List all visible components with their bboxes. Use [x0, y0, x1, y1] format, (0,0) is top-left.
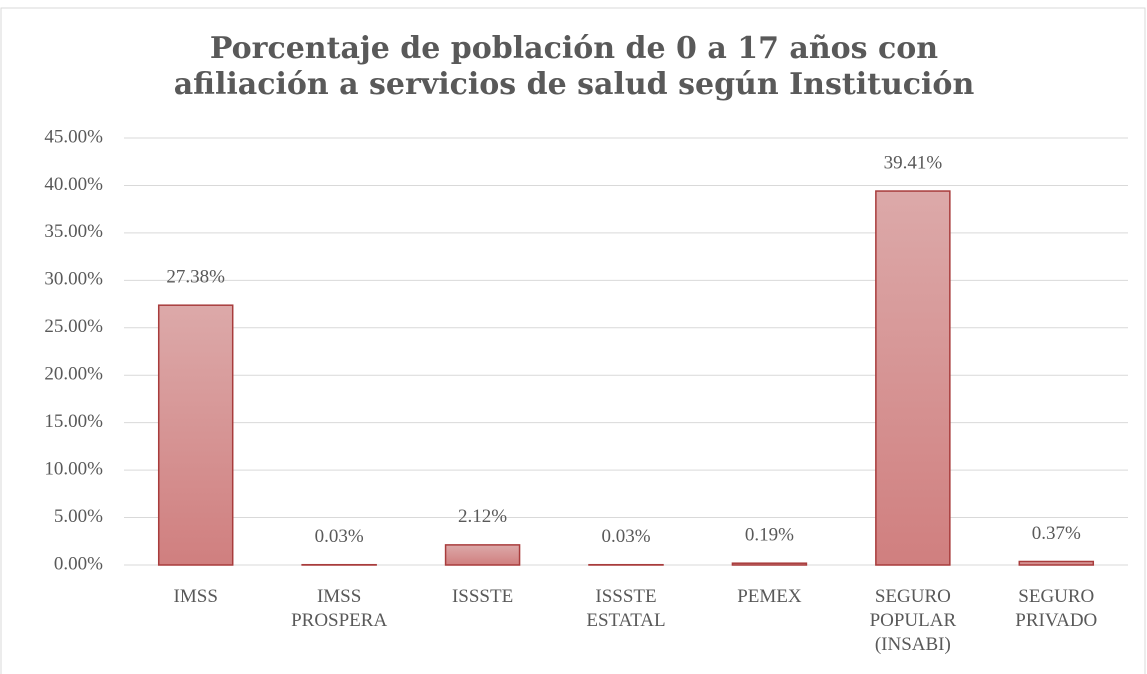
data-label: 27.38%	[166, 267, 225, 288]
y-tick-label: 20.00%	[44, 364, 103, 385]
bar	[444, 544, 521, 566]
y-tick-label: 15.00%	[44, 411, 103, 432]
bar	[157, 304, 234, 566]
data-label: 39.41%	[884, 152, 943, 173]
x-tick-label: SEGURO POPULAR (INSABI)	[870, 586, 957, 655]
y-tick-label: 25.00%	[44, 316, 103, 337]
data-label: 0.03%	[315, 526, 364, 547]
bar	[875, 190, 951, 566]
y-tick-label: 30.00%	[44, 269, 103, 290]
x-tick-label: IMSS PROSPERA	[291, 586, 387, 631]
x-tick-label: PEMEX	[737, 586, 802, 607]
x-tick-label: ISSSTE ESTATAL	[586, 586, 665, 631]
data-label: 0.19%	[745, 525, 794, 546]
data-label: 0.03%	[601, 526, 650, 547]
data-label: 2.12%	[458, 506, 507, 527]
x-tick-label: SEGURO PRIVADO	[1015, 586, 1097, 631]
y-tick-label: 0.00%	[54, 553, 103, 574]
y-tick-label: 45.00%	[44, 126, 103, 147]
x-tick-label: ISSSTE	[452, 586, 513, 607]
bar	[731, 562, 808, 566]
chart-title: Porcentaje de población de 0 a 17 años c…	[174, 31, 975, 102]
bar	[1018, 560, 1095, 566]
x-tick-label: IMSS	[174, 586, 218, 607]
y-tick-label: 40.00%	[44, 174, 103, 195]
y-tick-label: 35.00%	[44, 221, 103, 242]
y-tick-label: 5.00%	[54, 506, 103, 527]
data-label: 0.37%	[1032, 523, 1081, 544]
y-tick-label: 10.00%	[44, 458, 103, 479]
